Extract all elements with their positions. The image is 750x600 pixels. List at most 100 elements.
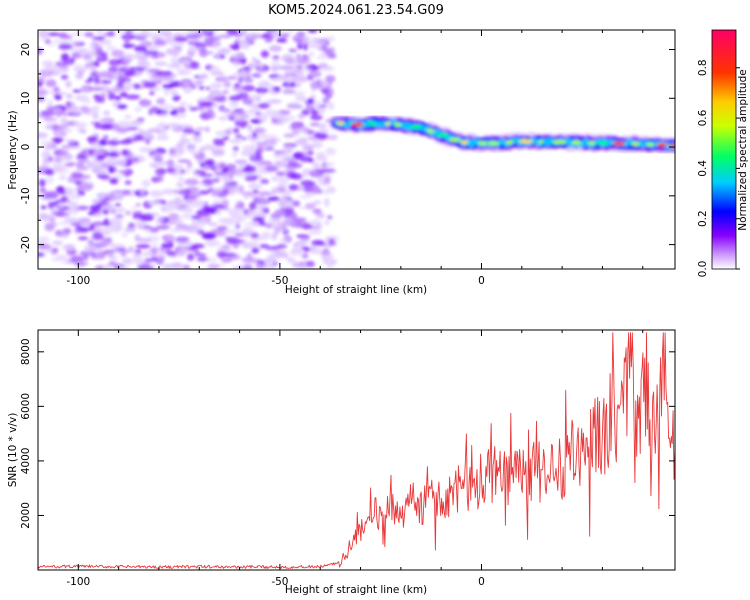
noise-speckle <box>183 86 194 92</box>
signal-core <box>394 122 402 127</box>
noise-speckle <box>43 65 57 70</box>
noise-speckle <box>170 56 180 63</box>
noise-speckle <box>257 133 270 139</box>
noise-speckle <box>214 187 225 192</box>
noise-speckle <box>258 115 268 123</box>
noise-speckle <box>169 40 185 48</box>
noise-speckle <box>235 223 241 230</box>
noise-speckle <box>137 259 144 266</box>
signal-core <box>478 141 487 146</box>
noise-speckle <box>272 55 280 61</box>
noise-speckle <box>207 51 214 55</box>
noise-speckle <box>220 172 232 177</box>
noise-speckle <box>93 94 101 100</box>
noise-speckle <box>228 187 235 195</box>
noise-speckle <box>204 126 211 133</box>
noise-speckle <box>148 162 157 168</box>
noise-speckle <box>38 178 46 187</box>
noise-speckle <box>323 162 335 167</box>
noise-speckle <box>139 188 146 195</box>
noise-speckle <box>65 80 72 88</box>
y-tick-label: 20 <box>20 43 32 56</box>
noise-speckle <box>222 175 231 183</box>
noise-speckle <box>260 50 270 58</box>
y-tick-label: 6000 <box>20 393 32 420</box>
noise-speckle <box>241 230 252 237</box>
spectrogram-y-ticks: 20 10 0 -10 -20 <box>20 43 675 270</box>
noise-speckle <box>315 213 326 219</box>
noise-speckle <box>300 234 311 242</box>
noise-speckle <box>100 117 114 125</box>
noise-speckle <box>107 166 117 174</box>
noise-speckle <box>143 250 154 255</box>
noise-speckle <box>206 257 218 263</box>
noise-speckle <box>303 247 311 252</box>
noise-speckle <box>134 106 142 112</box>
spectrogram-x-ticks: -100 -50 0 <box>37 30 644 287</box>
noise-speckle <box>105 45 117 51</box>
noise-speckle <box>230 44 241 51</box>
noise-speckle <box>51 137 65 142</box>
noise-speckle <box>312 171 322 177</box>
noise-speckle <box>120 250 127 257</box>
noise-speckle <box>150 71 156 79</box>
noise-speckle <box>193 130 201 138</box>
noise-speckle <box>177 106 186 114</box>
noise-speckle <box>190 199 205 208</box>
noise-speckle <box>283 143 298 148</box>
noise-speckle <box>177 159 191 163</box>
noise-speckle <box>147 68 160 73</box>
noise-speckle <box>117 104 128 110</box>
noise-speckle <box>260 178 268 184</box>
noise-speckle <box>108 59 122 66</box>
noise-speckle <box>241 168 255 173</box>
noise-speckle <box>255 155 264 162</box>
noise-speckle <box>251 57 257 62</box>
snr-series-line <box>38 332 675 569</box>
noise-speckle <box>287 160 298 167</box>
noise-speckle <box>184 178 199 186</box>
noise-speckle <box>229 101 239 108</box>
noise-speckle <box>143 81 157 89</box>
noise-speckle <box>317 152 326 161</box>
noise-speckle <box>190 144 197 148</box>
noise-speckle <box>204 159 215 167</box>
noise-speckle <box>259 34 270 39</box>
noise-speckle <box>38 48 43 55</box>
noise-speckle <box>310 114 323 121</box>
noise-speckle <box>176 251 186 257</box>
snr-panel: -100 -50 0 2000 4000 6000 8000 Height of stra… <box>7 329 676 596</box>
noise-speckle <box>246 124 253 131</box>
noise-speckle <box>326 256 334 265</box>
noise-speckle <box>253 127 267 134</box>
noise-speckle <box>187 146 193 153</box>
noise-speckle <box>54 157 62 163</box>
noise-speckle <box>38 30 50 38</box>
noise-speckle <box>156 224 171 230</box>
noise-speckle <box>42 60 54 66</box>
noise-speckle <box>54 149 62 156</box>
noise-speckle <box>328 238 336 246</box>
noise-speckle <box>295 240 306 247</box>
noise-speckle <box>212 177 220 183</box>
noise-speckle <box>275 175 288 183</box>
noise-speckle <box>265 246 280 251</box>
noise-speckle <box>45 79 57 88</box>
noise-speckle <box>311 141 323 149</box>
noise-speckle <box>74 261 86 267</box>
snr-y-label: SNR (10 * v/v) <box>7 413 19 488</box>
noise-speckle <box>45 190 58 195</box>
noise-speckle <box>103 140 116 146</box>
signal-core <box>460 140 469 145</box>
colorbar: 0.0 0.2 0.4 0.6 0.8 Normalized spectral ampl… <box>697 29 749 277</box>
colorbar-label: Normalized spectral amplitude <box>737 69 749 230</box>
noise-speckle <box>243 263 252 268</box>
noise-speckle <box>185 241 193 246</box>
noise-speckle <box>188 45 196 52</box>
noise-speckle <box>198 46 207 53</box>
noise-speckle <box>231 227 239 235</box>
noise-speckle <box>202 178 214 185</box>
noise-speckle <box>84 59 93 63</box>
noise-speckle <box>115 210 124 215</box>
